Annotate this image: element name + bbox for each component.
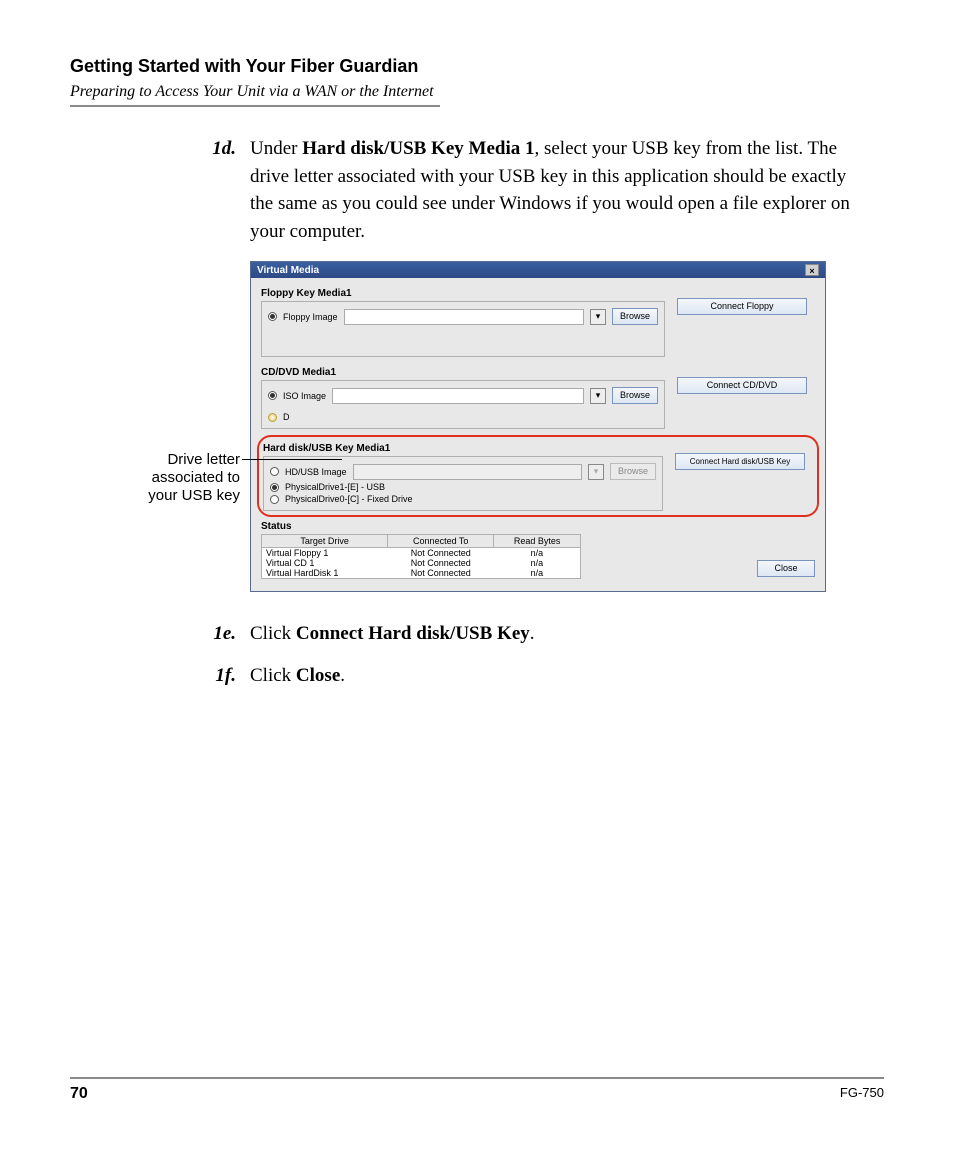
status-table: Target Drive Connected To Read Bytes Vir… bbox=[261, 534, 581, 579]
header-subtitle: Preparing to Access Your Unit via a WAN … bbox=[70, 83, 884, 101]
highlight-box: Hard disk/USB Key Media1 HD/USB Image ▾ … bbox=[257, 435, 819, 517]
harddisk-label: Hard disk/USB Key Media1 bbox=[263, 443, 663, 454]
step-1f-num: 1f. bbox=[70, 662, 250, 690]
cell: n/a bbox=[494, 558, 581, 568]
page-number: 70 bbox=[70, 1085, 88, 1103]
step-1f-bold: Close bbox=[296, 665, 340, 686]
annotation-line bbox=[242, 459, 342, 460]
status-section: Target Drive Connected To Read Bytes Vir… bbox=[261, 534, 815, 579]
cddvd-label: CD/DVD Media1 bbox=[261, 367, 665, 378]
virtual-media-dialog: Virtual Media × Floppy Key Media1 Floppy… bbox=[250, 261, 826, 592]
document-id: FG-750 bbox=[840, 1085, 884, 1103]
status-col-connected: Connected To bbox=[388, 535, 494, 548]
iso-browse-button[interactable]: Browse bbox=[612, 387, 658, 404]
step-1e-body: Click Connect Hard disk/USB Key. bbox=[250, 620, 884, 648]
figure-wrap: Drive letter associated to your USB key … bbox=[70, 261, 884, 592]
close-icon[interactable]: × bbox=[805, 264, 819, 276]
iso-dropdown[interactable]: ▾ bbox=[590, 388, 606, 404]
status-col-bytes: Read Bytes bbox=[494, 535, 581, 548]
physicaldrive-e-label: PhysicalDrive1-[E] - USB bbox=[285, 482, 385, 492]
cddvd-section: CD/DVD Media1 ISO Image ▾ Browse D bbox=[261, 363, 815, 429]
iso-path-input[interactable] bbox=[332, 388, 584, 404]
step-1e-bold: Connect Hard disk/USB Key bbox=[296, 623, 530, 644]
footer-rule bbox=[70, 1077, 884, 1079]
step-1f-pre: Click bbox=[250, 665, 296, 686]
cell: Not Connected bbox=[388, 558, 494, 568]
step-1e-post: . bbox=[530, 623, 535, 644]
step-1d-num: 1d. bbox=[70, 135, 250, 245]
table-row: Virtual HardDisk 1 Not Connected n/a bbox=[262, 568, 581, 579]
hdusb-browse-button[interactable]: Browse bbox=[610, 463, 656, 480]
dialog-title: Virtual Media bbox=[257, 265, 319, 276]
cell: Not Connected bbox=[388, 548, 494, 559]
annotation-label: Drive letter associated to your USB key bbox=[0, 451, 240, 505]
physicaldrive-c-radio[interactable] bbox=[270, 495, 279, 504]
status-label: Status bbox=[261, 521, 815, 532]
table-row: Virtual CD 1 Not Connected n/a bbox=[262, 558, 581, 568]
cd-icon bbox=[268, 413, 277, 422]
annotation-l1: Drive letter bbox=[167, 451, 240, 468]
harddisk-section: Hard disk/USB Key Media1 HD/USB Image ▾ … bbox=[263, 439, 813, 511]
dialog-titlebar: Virtual Media × bbox=[251, 262, 825, 278]
annotation-l3: your USB key bbox=[148, 487, 240, 504]
table-row: Virtual Floppy 1 Not Connected n/a bbox=[262, 548, 581, 559]
floppy-dropdown[interactable]: ▾ bbox=[590, 309, 606, 325]
cell: Virtual Floppy 1 bbox=[262, 548, 388, 559]
status-col-target: Target Drive bbox=[262, 535, 388, 548]
hdusb-image-radio[interactable] bbox=[270, 467, 279, 476]
floppy-label: Floppy Key Media1 bbox=[261, 288, 665, 299]
step-1d: 1d. Under Hard disk/USB Key Media 1, sel… bbox=[70, 135, 884, 245]
connect-floppy-button[interactable]: Connect Floppy bbox=[677, 298, 807, 315]
physicaldrive-e-radio[interactable] bbox=[270, 483, 279, 492]
step-1d-bold: Hard disk/USB Key Media 1 bbox=[302, 138, 534, 159]
connect-cddvd-button[interactable]: Connect CD/DVD bbox=[677, 377, 807, 394]
step-1f-body: Click Close. bbox=[250, 662, 884, 690]
cell: Virtual CD 1 bbox=[262, 558, 388, 568]
physicaldrive-c-label: PhysicalDrive0-[C] - Fixed Drive bbox=[285, 494, 413, 504]
floppy-image-radio[interactable] bbox=[268, 312, 277, 321]
cell: Virtual HardDisk 1 bbox=[262, 568, 388, 579]
annotation-l2: associated to bbox=[152, 469, 240, 486]
hdusb-image-label: HD/USB Image bbox=[285, 467, 347, 477]
drive-d-label: D bbox=[283, 412, 290, 422]
hdusb-path-input[interactable] bbox=[353, 464, 582, 480]
dialog-body: Floppy Key Media1 Floppy Image ▾ Browse … bbox=[251, 278, 825, 591]
page-footer: 70 FG-750 bbox=[70, 1077, 884, 1103]
step-1f: 1f. Click Close. bbox=[70, 662, 884, 690]
step-1e-num: 1e. bbox=[70, 620, 250, 648]
floppy-path-input[interactable] bbox=[344, 309, 584, 325]
header-title: Getting Started with Your Fiber Guardian bbox=[70, 56, 884, 77]
iso-image-radio[interactable] bbox=[268, 391, 277, 400]
step-1e-pre: Click bbox=[250, 623, 296, 644]
cell: n/a bbox=[494, 568, 581, 579]
floppy-image-label: Floppy Image bbox=[283, 312, 338, 322]
floppy-browse-button[interactable]: Browse bbox=[612, 308, 658, 325]
hdusb-dropdown[interactable]: ▾ bbox=[588, 464, 604, 480]
iso-image-label: ISO Image bbox=[283, 391, 326, 401]
step-1d-pre: Under bbox=[250, 138, 302, 159]
cell: Not Connected bbox=[388, 568, 494, 579]
connect-harddisk-button[interactable]: Connect Hard disk/USB Key bbox=[675, 453, 805, 470]
step-1d-body: Under Hard disk/USB Key Media 1, select … bbox=[250, 135, 884, 245]
cell: n/a bbox=[494, 548, 581, 559]
close-button[interactable]: Close bbox=[757, 560, 815, 577]
step-1e: 1e. Click Connect Hard disk/USB Key. bbox=[70, 620, 884, 648]
step-1f-post: . bbox=[340, 665, 345, 686]
header-rule bbox=[70, 105, 440, 107]
floppy-section: Floppy Key Media1 Floppy Image ▾ Browse … bbox=[261, 284, 815, 357]
